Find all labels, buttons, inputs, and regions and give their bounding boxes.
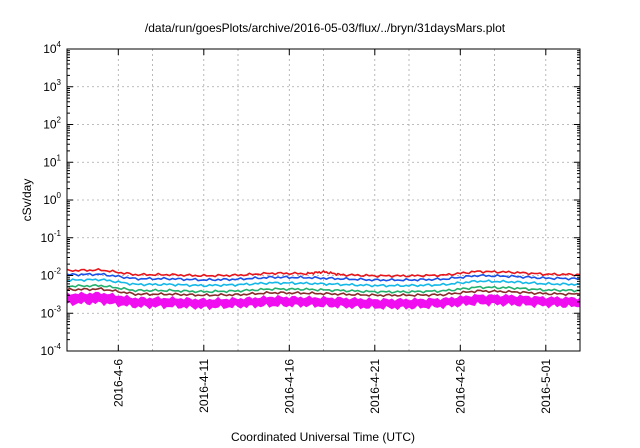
x-tick-label: 2016-4-6 [111, 359, 125, 407]
series-line [66, 272, 581, 282]
y-tick-label: 103 [43, 78, 61, 94]
axes: 10-4 10-3 10-2 10-1 100 101 102 103 104 2016-4-6 2… [41, 40, 580, 414]
y-tick-label: 101 [43, 153, 61, 169]
x-tick-label: 2016-4-21 [368, 359, 382, 414]
chart-title: /data/run/goesPlots/archive/2016-05-03/f… [145, 21, 506, 35]
series-line [66, 268, 581, 278]
x-tick-label: 2016-4-16 [282, 359, 296, 414]
series-line [66, 284, 581, 294]
y-tick-label: 10-2 [41, 267, 62, 283]
x-tick-label: 2016-4-26 [453, 359, 467, 414]
series-line [66, 287, 581, 298]
y-tick-label: 100 [43, 191, 61, 207]
y-tick-label: 10-3 [41, 304, 62, 320]
x-tick-label: 2016-5-01 [539, 359, 553, 414]
x-axis-label: Coordinated Universal Time (UTC) [231, 430, 415, 444]
y-axis-label: cSv/day [20, 179, 34, 222]
y-tick-label: 102 [43, 116, 61, 132]
y-tick-label: 10-1 [41, 229, 62, 245]
series-line [66, 278, 581, 288]
y-tick-label: 104 [43, 40, 61, 56]
y-tick-label: 10-4 [41, 342, 62, 358]
x-tick-label: 2016-4-11 [197, 359, 211, 413]
